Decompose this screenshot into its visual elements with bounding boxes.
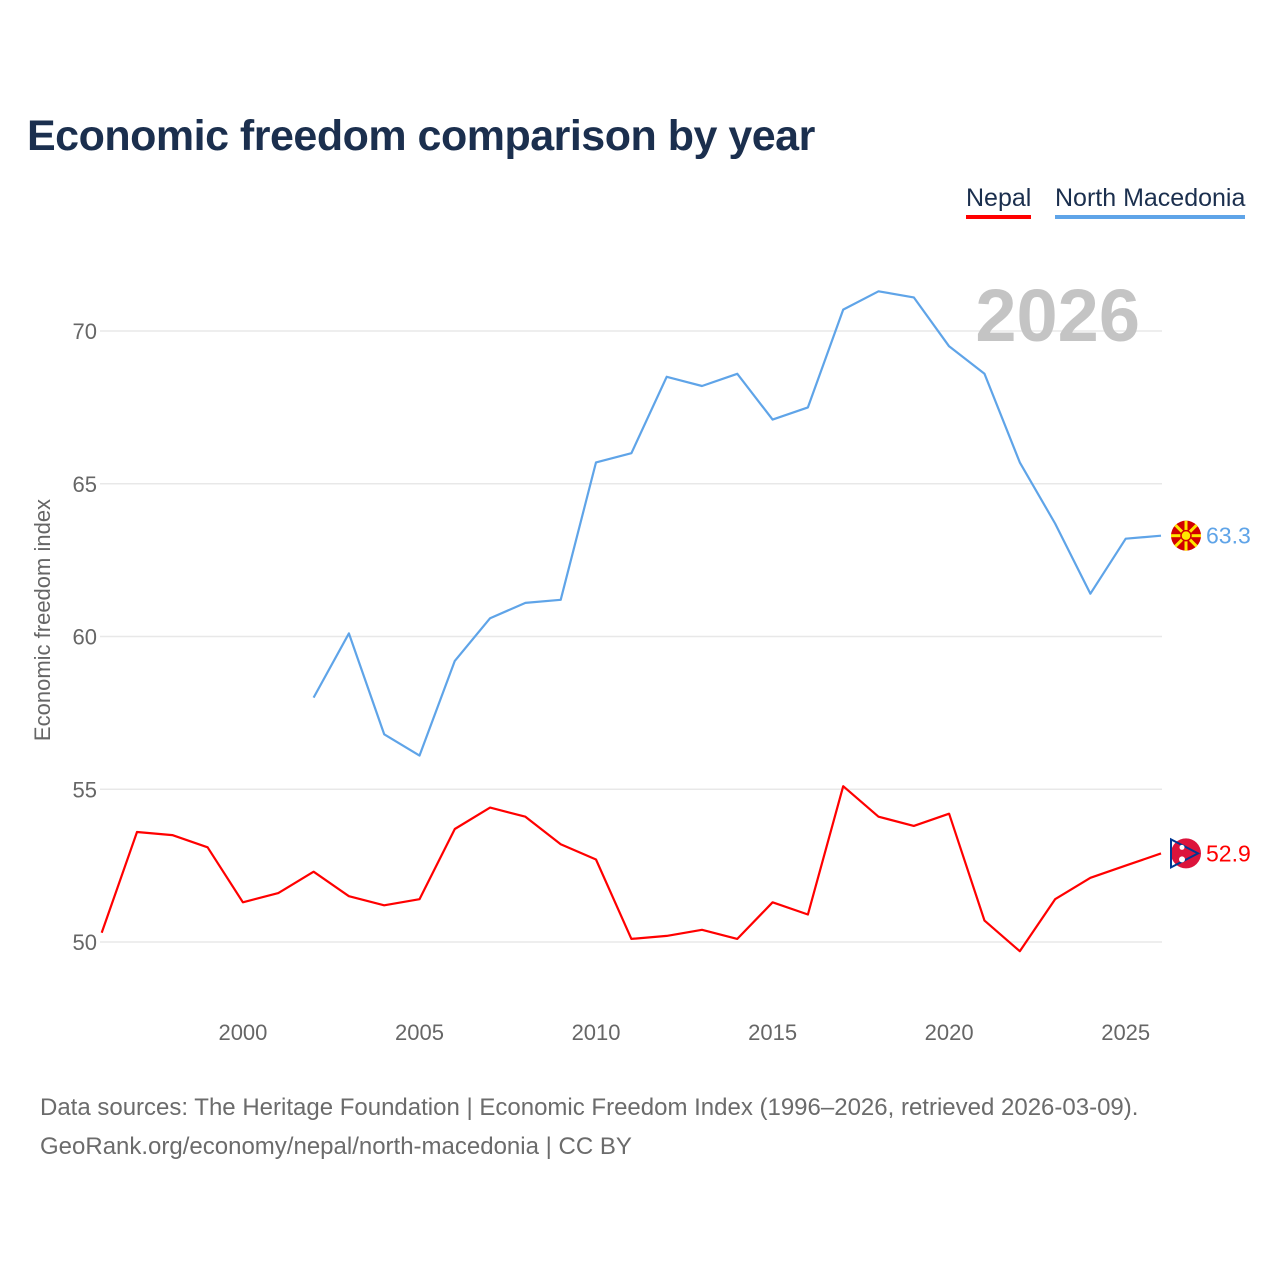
legend-item-north-macedonia[interactable]: North Macedonia — [1055, 184, 1246, 219]
y-tick-label: 55 — [73, 777, 97, 802]
y-tick-label: 65 — [73, 472, 97, 497]
data-source-text: Data sources: The Heritage Foundation | … — [40, 1094, 1139, 1121]
series-line-north-macedonia — [312, 290, 1162, 757]
x-tick-label: 2000 — [218, 1020, 267, 1045]
y-tick-label: 50 — [73, 930, 97, 955]
end-value-label: 63.3 — [1206, 523, 1251, 549]
chart-title: Economic freedom comparison by year — [27, 112, 815, 160]
footer: Data sources: The Heritage Foundation | … — [40, 1088, 1138, 1166]
attribution-link[interactable]: GeoRank.org/economy/nepal/north-macedoni… — [40, 1133, 632, 1160]
x-tick-label: 2005 — [395, 1020, 444, 1045]
flag-sun — [1180, 529, 1192, 542]
x-tick-label: 2020 — [925, 1020, 974, 1045]
x-tick-label: 2010 — [572, 1020, 621, 1045]
legend-item-nepal[interactable]: Nepal — [966, 184, 1032, 219]
year-watermark: 2026 — [975, 274, 1140, 357]
y-tick-label: 60 — [73, 625, 97, 650]
x-tick-label: 2025 — [1101, 1020, 1150, 1045]
y-tick-label: 70 — [73, 319, 97, 344]
nepal-flag-icon — [1171, 838, 1201, 869]
y-axis-label: Economic freedom index — [30, 499, 55, 741]
series-line-nepal — [100, 785, 1162, 953]
flag-sun — [1179, 856, 1185, 863]
flag-moon — [1179, 844, 1185, 850]
end-value-label: 52.9 — [1206, 840, 1251, 866]
x-tick-label: 2015 — [748, 1020, 797, 1045]
